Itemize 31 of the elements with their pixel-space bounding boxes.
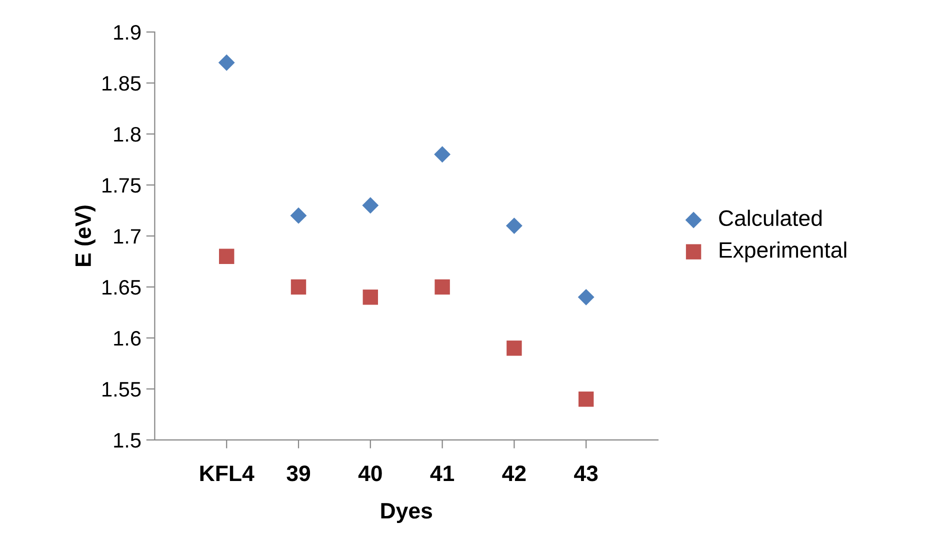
y-tick-label: 1.9	[114, 25, 141, 40]
y-tick-label: 1.65	[102, 280, 141, 295]
y-tick-label: 1.8	[114, 127, 141, 142]
point	[434, 146, 451, 163]
point	[506, 340, 522, 356]
point	[578, 288, 594, 306]
x-tick-label: 41	[430, 466, 454, 482]
y-tick-label: 1.5	[114, 433, 141, 448]
y-tick-label: 1.55	[102, 382, 141, 397]
point	[218, 54, 235, 71]
point	[362, 197, 379, 214]
x-tick-label: 42	[502, 466, 526, 482]
x-axis-title: Dyes	[381, 503, 432, 524]
point	[578, 392, 594, 407]
y-tick-label: 1.6	[114, 330, 141, 346]
x-tick-label: KFL4	[200, 466, 254, 482]
x-tick-label: 40	[358, 466, 382, 482]
y-tick-label: 1.85	[102, 76, 141, 91]
legend-label: Calculated	[719, 210, 822, 226]
point	[290, 207, 307, 224]
x-tick-label: 43	[574, 466, 598, 482]
x-tick-label: 39	[286, 466, 310, 482]
point	[290, 279, 306, 295]
y-axis-title: E (eV)	[74, 206, 96, 266]
legend-label: Experimental	[720, 242, 846, 262]
point	[506, 218, 522, 234]
point	[219, 248, 234, 264]
point	[434, 279, 450, 295]
y-tick-label: 1.7	[114, 229, 140, 244]
point	[362, 290, 378, 305]
y-tick-label: 1.75	[102, 178, 141, 193]
